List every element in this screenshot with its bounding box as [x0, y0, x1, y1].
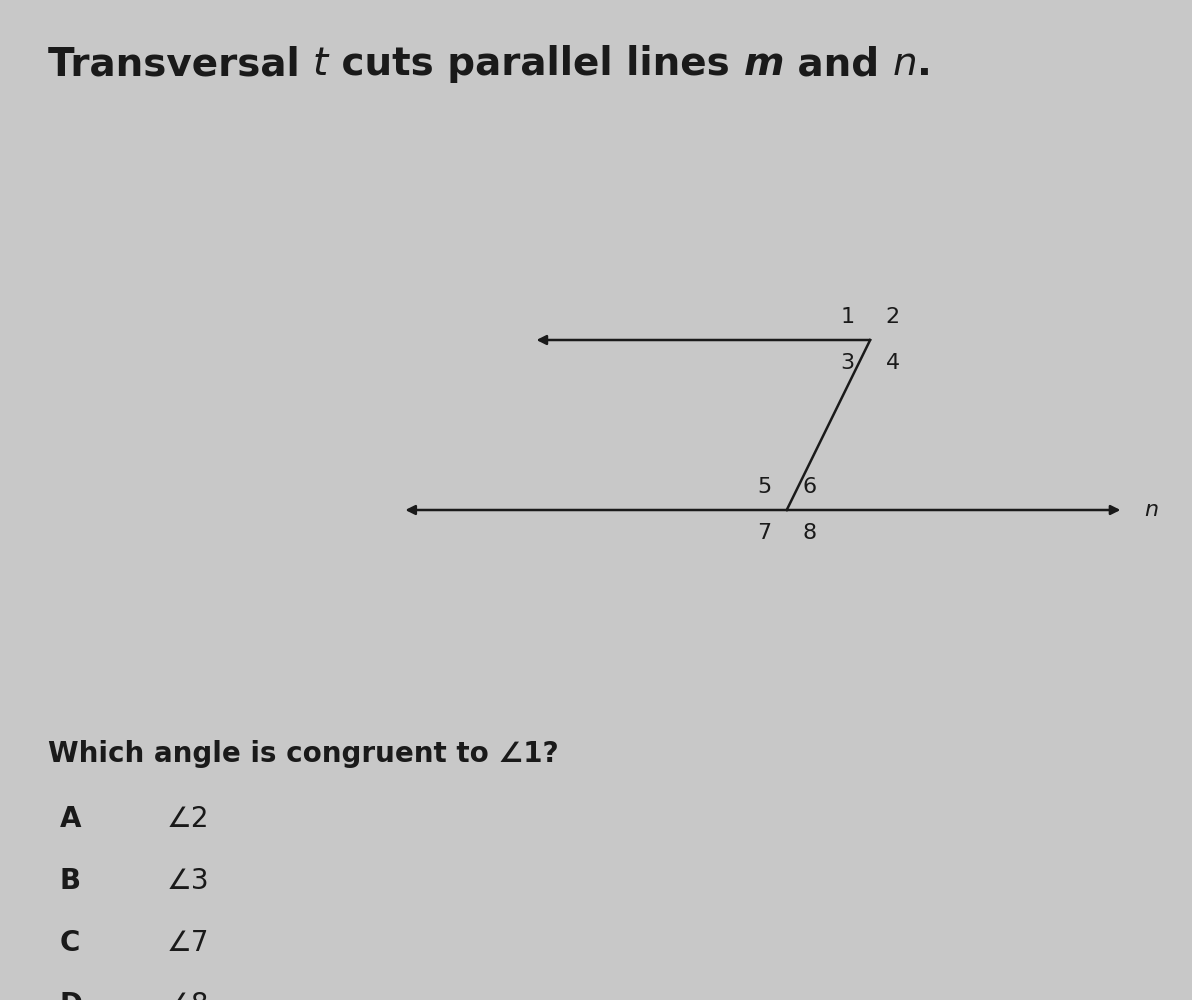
Text: ∠3: ∠3	[167, 867, 210, 895]
Text: Transversal: Transversal	[48, 45, 313, 83]
Text: 5: 5	[757, 477, 771, 497]
Text: ∠7: ∠7	[167, 929, 210, 957]
Text: ∠8: ∠8	[167, 991, 210, 1000]
Text: 4: 4	[886, 353, 900, 373]
Text: 3: 3	[840, 353, 855, 373]
Text: n: n	[893, 45, 917, 83]
Text: B: B	[60, 867, 81, 895]
Text: 2: 2	[886, 307, 900, 327]
Text: D: D	[60, 991, 82, 1000]
Text: t: t	[313, 45, 328, 83]
Text: A: A	[60, 805, 81, 833]
Text: 8: 8	[802, 523, 817, 543]
Text: and: and	[784, 45, 893, 83]
Text: m: m	[744, 45, 784, 83]
Text: cuts parallel lines: cuts parallel lines	[328, 45, 744, 83]
Text: .: .	[917, 45, 932, 83]
Text: 1: 1	[840, 307, 855, 327]
Text: 7: 7	[757, 523, 771, 543]
Text: n: n	[1144, 500, 1159, 520]
Text: ∠2: ∠2	[167, 805, 210, 833]
Text: Which angle is congruent to ∠1?: Which angle is congruent to ∠1?	[48, 740, 558, 768]
Text: C: C	[60, 929, 80, 957]
Text: 6: 6	[802, 477, 817, 497]
